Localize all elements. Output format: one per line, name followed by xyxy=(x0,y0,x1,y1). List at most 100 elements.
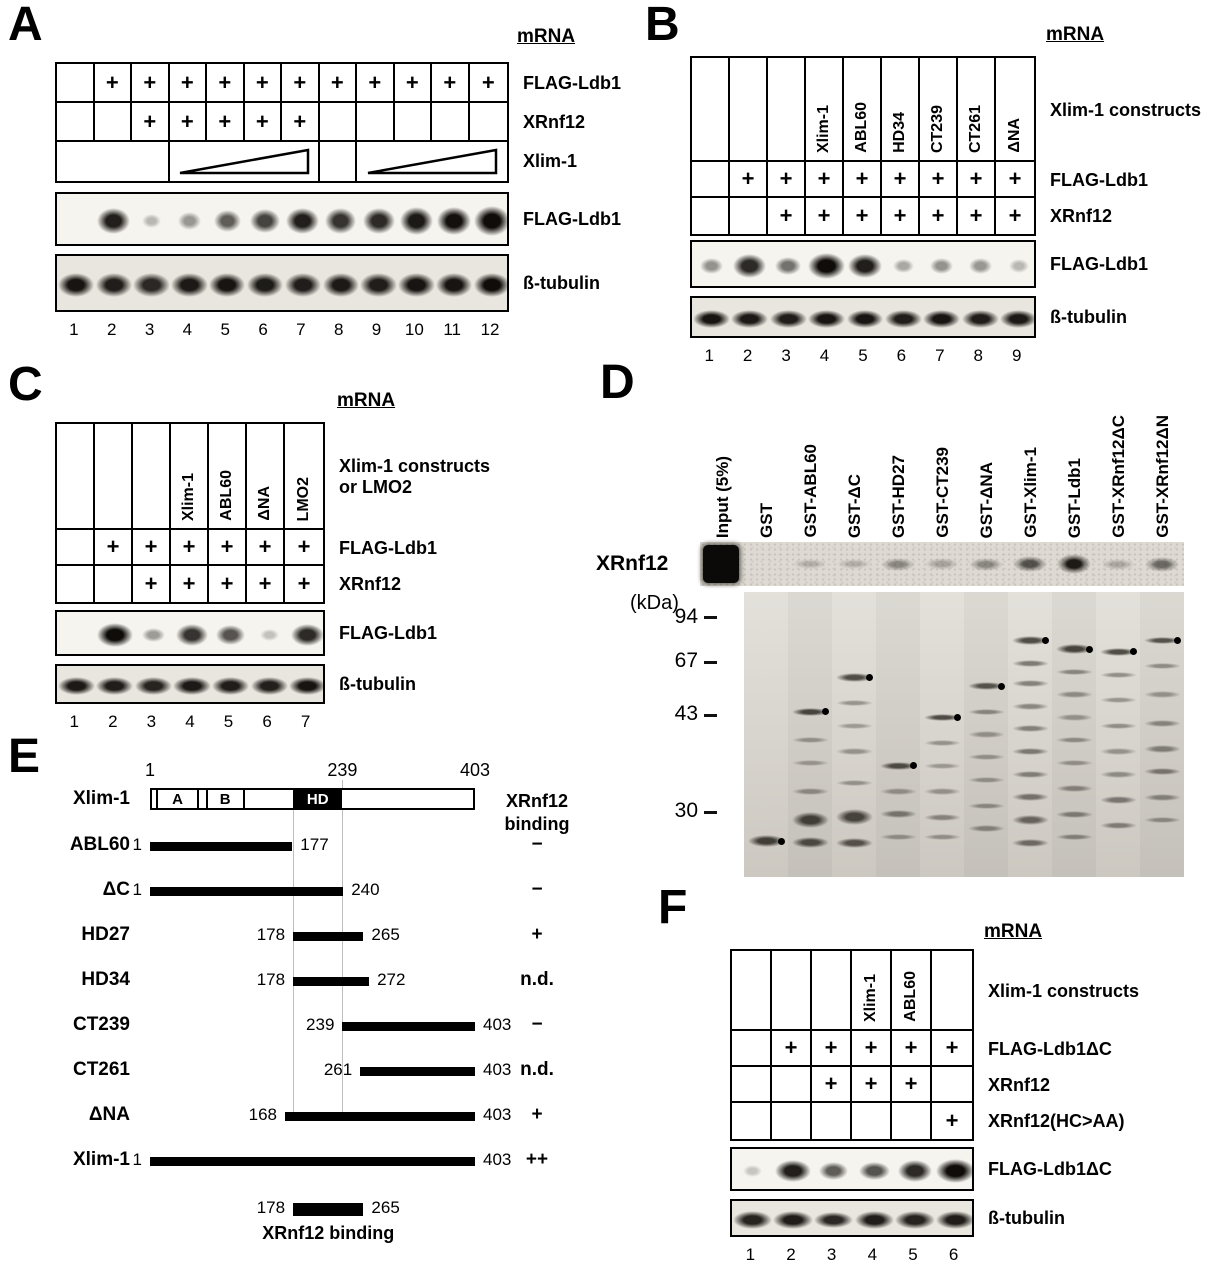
grid-row-label: FLAG-Ldb1 xyxy=(523,73,621,94)
lane-number: 4 xyxy=(182,320,193,339)
grid-cell xyxy=(357,103,395,140)
construct-vertical-label: Xlim-1 xyxy=(180,472,197,521)
lane-number: 3 xyxy=(146,712,157,731)
fusion-protein-dot xyxy=(998,682,1005,690)
gel-band xyxy=(1143,744,1181,753)
scale-number: 239 xyxy=(327,760,358,780)
lane-number: 8 xyxy=(333,320,344,339)
blot-band xyxy=(846,309,884,329)
construct-start-number: 239 xyxy=(306,1015,335,1034)
grid-cell: + xyxy=(247,566,285,602)
grid-cell: + xyxy=(245,103,282,140)
gel-band xyxy=(747,835,785,848)
lane-number: 5 xyxy=(908,1245,918,1264)
gst-lane-label: GST-Ldb1 xyxy=(1064,457,1084,538)
blot-band xyxy=(848,254,882,278)
grid-cell: + xyxy=(170,64,207,101)
fusion-protein-dot xyxy=(866,674,873,681)
grid-cell: + xyxy=(812,1031,852,1065)
grid-cell xyxy=(692,198,730,234)
grid-cell: + xyxy=(282,103,320,140)
blot-band xyxy=(742,1165,762,1177)
grid-cell: + xyxy=(95,64,132,101)
grid-cell: + xyxy=(730,162,768,196)
scale-number: 403 xyxy=(459,760,491,780)
plus-mark: + xyxy=(864,1035,878,1060)
construct-bar xyxy=(293,931,364,941)
grid-header-cell xyxy=(932,951,972,1029)
blot-band xyxy=(250,209,280,233)
autorad-band xyxy=(792,558,828,570)
grid-cell xyxy=(57,103,95,140)
grid-cell xyxy=(57,566,95,602)
plus-mark: + xyxy=(904,1035,918,1060)
grid-cell: + xyxy=(132,64,170,101)
lane-number: 7 xyxy=(935,346,945,365)
autorad-band xyxy=(836,558,872,570)
lane-number: 5 xyxy=(223,712,234,731)
construct-end-number: 403 xyxy=(483,1015,512,1034)
hd-gridline xyxy=(342,810,344,1120)
gel-band xyxy=(1143,662,1181,670)
grid-cell xyxy=(732,1031,772,1065)
dose-gradient-triangle-icon xyxy=(179,148,309,175)
gst-lane-label-cell: GST-ABL60 xyxy=(788,364,832,538)
grid-cell: + xyxy=(806,198,844,234)
grid-header-cell: Xlim-1 xyxy=(171,424,209,528)
grid-cell: + xyxy=(996,198,1034,234)
lane-number: 4 xyxy=(819,346,830,365)
blot-band xyxy=(178,212,201,230)
grid-header-cell: HD34 xyxy=(882,58,920,160)
gel-band xyxy=(1099,647,1137,657)
construct-end-number: 240 xyxy=(351,880,380,899)
blot-band xyxy=(97,207,131,235)
grid-cell: + xyxy=(132,103,170,140)
plus-mark: + xyxy=(904,1071,918,1096)
blot-band xyxy=(57,272,95,298)
grid-cell: + xyxy=(245,64,282,101)
grid-cell: + xyxy=(171,566,209,602)
grid-row: + + + + + + + + + + + xyxy=(57,64,507,103)
gel-band xyxy=(1055,644,1093,654)
blot-band xyxy=(808,253,845,279)
mw-tick xyxy=(704,616,717,620)
lane-number: 2 xyxy=(108,712,118,731)
plus-mark: + xyxy=(180,69,194,95)
dose-triangle-cell xyxy=(170,142,320,181)
fusion-protein-dot xyxy=(1174,636,1181,644)
construct-vertical-label: Xlim-1 xyxy=(815,104,832,153)
construct-vertical-label: LMO2 xyxy=(295,476,312,521)
blot-tubulin xyxy=(690,296,1036,338)
grid-cell xyxy=(852,1103,892,1139)
gel-band xyxy=(1055,737,1093,744)
construct-start-number: 1 xyxy=(132,880,142,899)
blot-band xyxy=(1000,309,1034,329)
grid-cell: + xyxy=(470,64,508,101)
grid-header-cell xyxy=(768,58,806,160)
lane-number: 5 xyxy=(220,320,230,339)
grid-cell: + xyxy=(285,566,323,602)
grid-cell xyxy=(812,1103,852,1139)
blot-band xyxy=(436,272,473,298)
gel-band xyxy=(1099,771,1137,778)
blot-band xyxy=(884,309,922,329)
blot-band xyxy=(733,254,766,278)
mw-tick xyxy=(704,660,717,664)
lane-number: 1 xyxy=(69,712,80,731)
grid-cell: + xyxy=(920,162,958,196)
grid-cell: + xyxy=(932,1031,972,1065)
plus-mark: + xyxy=(1008,203,1022,228)
grid-header-cell: ABL60 xyxy=(892,951,932,1029)
grid-cell: + xyxy=(958,198,996,234)
plus-mark: + xyxy=(330,69,344,95)
binding-region-bar xyxy=(293,1202,364,1216)
grid-row xyxy=(57,142,507,181)
construct-bar xyxy=(342,1021,475,1031)
dose-gradient-triangle-icon xyxy=(367,148,498,175)
gel-band xyxy=(967,802,1005,809)
blot-band xyxy=(897,1160,933,1182)
blot-label: ß-tubulin xyxy=(988,1207,1065,1228)
binding-header: XRnf12 binding xyxy=(504,791,570,834)
binding-value: n.d. xyxy=(520,1059,554,1080)
plus-mark: + xyxy=(368,69,382,95)
